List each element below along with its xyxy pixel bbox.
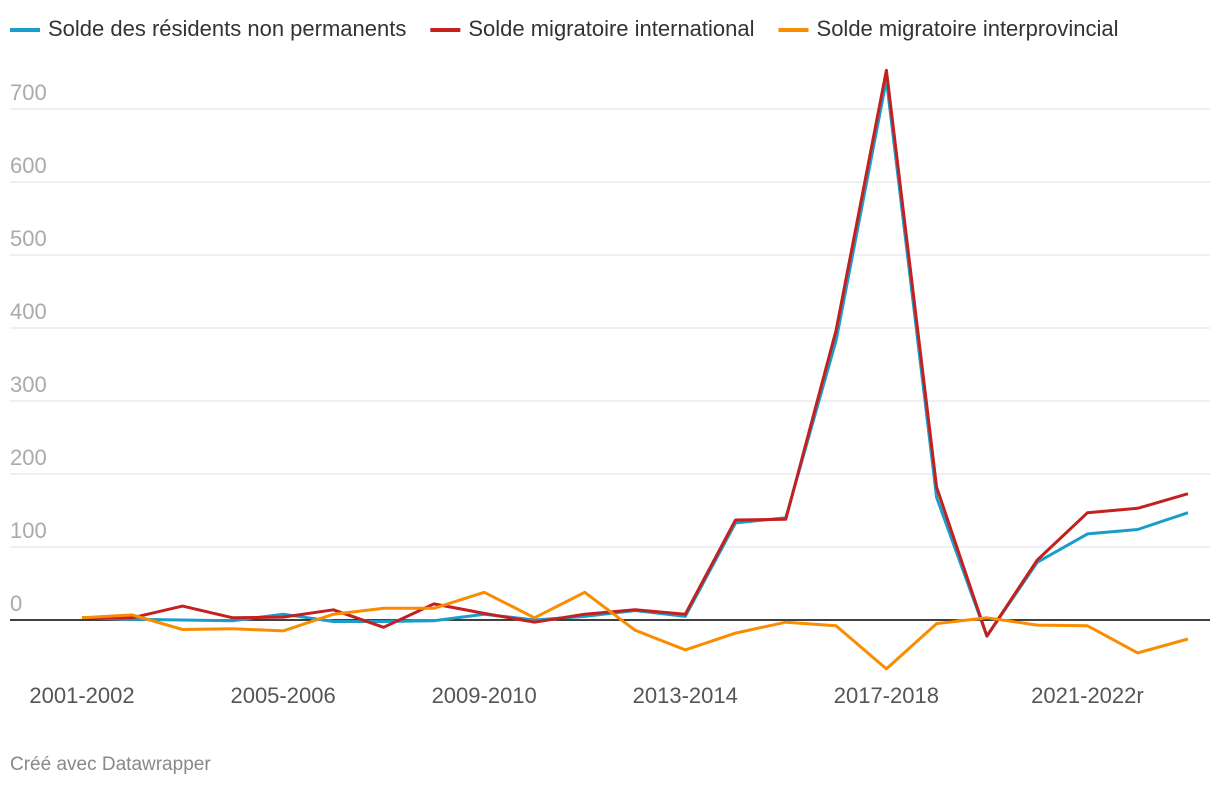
y-tick-label: 100 (10, 518, 47, 543)
legend-label: Solde des résidents non permanents (48, 16, 406, 41)
series-line (82, 68, 1189, 638)
x-tick-label: 2001-2002 (29, 683, 134, 708)
x-tick-label: 2017-2018 (834, 683, 939, 708)
legend-label: Solde migratoire international (468, 16, 754, 41)
x-tick-label: 2021-2022r (1031, 683, 1144, 708)
y-tick-label: 600 (10, 153, 47, 178)
x-tick-label: 2005-2006 (230, 683, 335, 708)
y-tick-label: 500 (10, 226, 47, 251)
series-line (81, 78, 1189, 638)
legend-label: Solde migratoire interprovincial (817, 16, 1119, 41)
x-tick-label: 2013-2014 (633, 683, 738, 708)
y-tick-label: 0 (10, 591, 22, 616)
series-line (81, 590, 1189, 671)
source-note: Créé avec Datawrapper (10, 754, 211, 775)
y-tick-label: 400 (10, 299, 47, 324)
x-tick-label: 2009-2010 (432, 683, 537, 708)
y-tick-label: 300 (10, 372, 47, 397)
y-tick-label: 200 (10, 445, 47, 470)
y-tick-label: 700 (10, 80, 47, 105)
